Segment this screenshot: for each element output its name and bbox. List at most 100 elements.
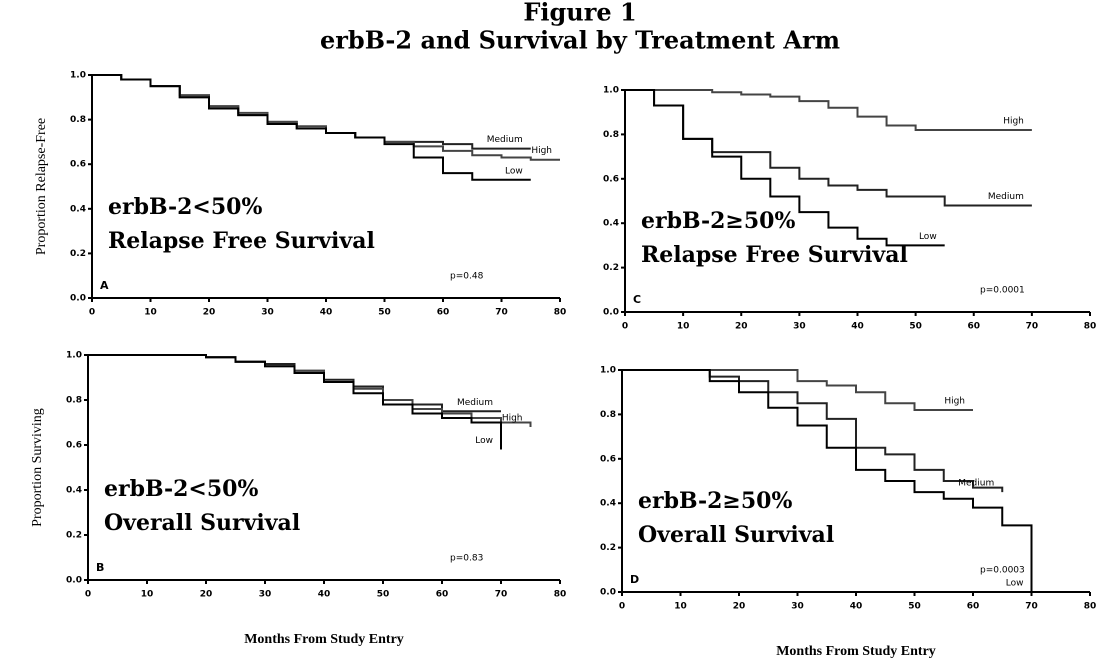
legend-label: High [1003,116,1024,126]
x-tick-label: 10 [141,590,154,600]
y-tick-label: 0.4 [66,486,82,496]
survival-curve [88,354,501,413]
x-tick-label: 80 [554,308,567,318]
x-tick-label: 20 [733,602,746,612]
x-tick-label: 0 [85,590,91,600]
x-tick-label: 60 [437,308,450,318]
x-tick-label: 0 [89,308,95,318]
x-tick-label: 40 [850,602,863,612]
panel-label: D [630,573,639,586]
x-tick-label: 50 [378,308,391,318]
annotation: erbB-2<50% [108,194,262,220]
survival-curve [92,74,531,181]
x-tick-label: 80 [1084,602,1097,612]
y-tick-label: 1.0 [66,351,82,361]
legend-label: Medium [457,398,493,408]
x-tick-label: 60 [967,322,980,332]
y-tick-label: 0.8 [66,396,82,406]
x-tick-label: 60 [436,590,449,600]
x-tick-label: 0 [619,602,625,612]
x-tick-label: 50 [377,590,390,600]
y-tick-label: 0.8 [600,410,616,420]
survival-curve [88,354,532,427]
x-tick-label: 60 [967,602,980,612]
x-tick-label: 20 [735,322,748,332]
annotation: Relapse Free Survival [108,228,375,254]
x-tick-label: 40 [320,308,333,318]
legend-label: High [944,396,965,406]
x-tick-label: 0 [622,322,628,332]
x-tick-label: 70 [495,308,508,318]
y-tick-label: 0.4 [603,219,619,229]
y-tick-label: 0.6 [603,174,619,184]
annotation: erbB-2≥50% [638,488,792,514]
y-tick-label: 0.6 [66,441,82,451]
y-tick-label: 0.8 [603,130,619,140]
annotation: Relapse Free Survival [641,242,908,268]
x-tick-label: 10 [674,602,687,612]
annotation: erbB-2<50% [104,476,258,502]
panel-label: C [633,293,641,306]
y-tick-label: 0.2 [66,531,82,541]
y-tick-label: 0.6 [70,160,86,170]
x-tick-label: 20 [200,590,213,600]
p-value: p=0.0001 [980,286,1025,296]
x-tick-label: 10 [144,308,157,318]
p-value: p=0.48 [450,272,484,282]
x-tick-label: 30 [259,590,272,600]
y-tick-label: 0.6 [600,454,616,464]
y-tick-label: 1.0 [600,366,616,376]
legend-label: Low [919,232,937,242]
x-tick-label: 20 [203,308,216,318]
x-tick-label: 70 [1025,602,1038,612]
legend-label: Medium [988,192,1024,202]
y-tick-label: 0.2 [603,263,619,273]
annotation: erbB-2≥50% [641,208,795,234]
y-tick-label: 0.2 [600,543,616,553]
x-tick-label: 50 [909,322,922,332]
x-tick-label: 40 [318,590,331,600]
x-tick-label: 30 [793,322,806,332]
y-tick-label: 0.4 [600,499,616,509]
p-value: p=0.0003 [980,566,1025,576]
x-tick-label: 70 [1026,322,1039,332]
x-tick-label: 70 [495,590,508,600]
panel-label: A [100,279,109,292]
y-tick-label: 1.0 [70,71,86,81]
legend-label: High [502,414,523,424]
figure-title: Figure 1 [523,0,636,27]
y-tick-label: 0.0 [70,294,86,304]
x-tick-label: 40 [851,322,864,332]
figure-subtitle: erbB-2 and Survival by Treatment Arm [320,26,840,55]
x-tick-label: 10 [677,322,690,332]
survival-curve [625,89,945,247]
y-tick-label: 0.0 [600,588,616,598]
x-tick-label: 80 [1084,322,1097,332]
legend-label: Low [505,166,523,176]
survival-curve [92,74,560,161]
survival-curve [622,369,1033,592]
y-tick-label: 0.8 [70,115,86,125]
annotation: Overall Survival [638,522,834,548]
legend-label: Medium [487,135,523,145]
survival-curve [625,89,1032,131]
panel-label: B [96,561,104,574]
p-value: p=0.83 [450,554,483,564]
y-tick-label: 0.0 [603,308,619,318]
y-axis-label: Proportion Surviving [30,408,45,527]
legend-label: Low [475,436,493,446]
y-tick-label: 0.0 [66,576,82,586]
x-axis-label: Months From Study Entry [776,644,936,659]
legend-label: High [531,146,552,156]
legend-label: Medium [958,479,994,489]
annotation: Overall Survival [104,510,300,536]
y-tick-label: 0.2 [70,249,86,259]
x-tick-label: 80 [554,590,567,600]
x-tick-label: 50 [908,602,921,612]
survival-curve [88,354,502,450]
y-tick-label: 1.0 [603,86,619,96]
x-tick-label: 30 [791,602,804,612]
x-axis-label: Months From Study Entry [244,632,404,647]
